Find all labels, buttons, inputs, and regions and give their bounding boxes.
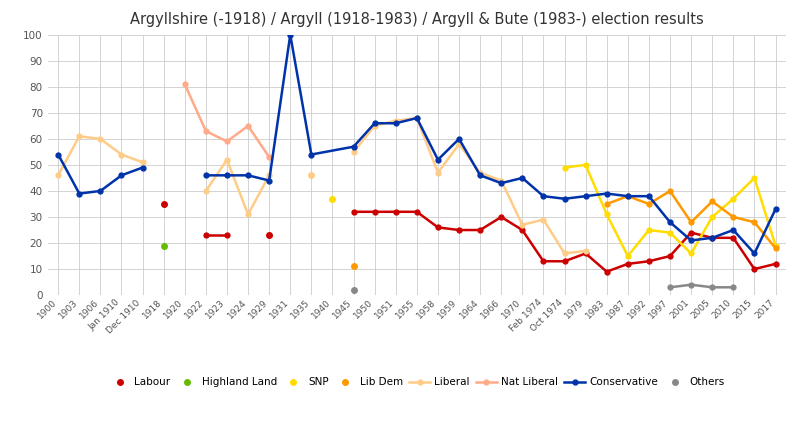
Liberal	[117, 152, 126, 157]
Conservative	[75, 191, 84, 196]
Nat Liberal	[201, 128, 210, 134]
Nat Liberal	[243, 123, 252, 128]
Liberal	[53, 173, 63, 178]
Line: Liberal: Liberal	[56, 134, 145, 178]
Nat Liberal	[180, 82, 190, 87]
Line: Conservative: Conservative	[56, 152, 145, 196]
Title: Argyllshire (-1918) / Argyll (1918-1983) / Argyll & Bute (1983-) election result: Argyllshire (-1918) / Argyll (1918-1983)…	[130, 12, 703, 26]
Nat Liberal	[264, 155, 274, 160]
Liberal	[138, 160, 148, 165]
Liberal	[75, 134, 84, 139]
Line: Nat Liberal: Nat Liberal	[183, 82, 272, 160]
Conservative	[95, 188, 105, 194]
Conservative	[138, 165, 148, 170]
Liberal	[95, 136, 105, 141]
Nat Liberal	[222, 139, 232, 144]
Conservative	[53, 152, 63, 157]
Conservative	[117, 173, 126, 178]
Legend: Labour, Highland Land, SNP, Lib Dem, Liberal, Nat Liberal, Conservative, Others: Labour, Highland Land, SNP, Lib Dem, Lib…	[105, 373, 729, 391]
